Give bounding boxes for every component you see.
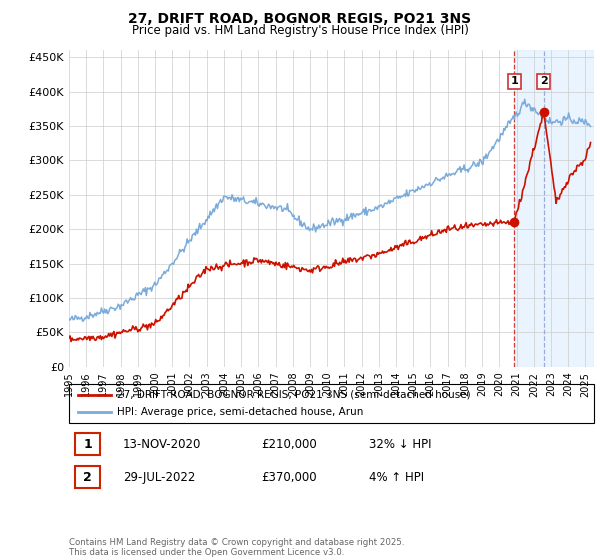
Text: £370,000: £370,000 <box>261 470 317 484</box>
Text: 27, DRIFT ROAD, BOGNOR REGIS, PO21 3NS (semi-detached house): 27, DRIFT ROAD, BOGNOR REGIS, PO21 3NS (… <box>117 390 470 400</box>
Text: 2: 2 <box>539 76 547 86</box>
Text: HPI: Average price, semi-detached house, Arun: HPI: Average price, semi-detached house,… <box>117 407 364 417</box>
Text: Contains HM Land Registry data © Crown copyright and database right 2025.
This d: Contains HM Land Registry data © Crown c… <box>69 538 404 557</box>
Text: 1: 1 <box>511 76 518 86</box>
Bar <box>514 50 594 367</box>
Text: Price paid vs. HM Land Registry's House Price Index (HPI): Price paid vs. HM Land Registry's House … <box>131 24 469 36</box>
Text: 13-NOV-2020: 13-NOV-2020 <box>123 437 202 451</box>
Text: 27, DRIFT ROAD, BOGNOR REGIS, PO21 3NS: 27, DRIFT ROAD, BOGNOR REGIS, PO21 3NS <box>128 12 472 26</box>
Text: 1: 1 <box>83 437 92 451</box>
Text: 2: 2 <box>83 470 92 484</box>
Text: 32% ↓ HPI: 32% ↓ HPI <box>369 437 431 451</box>
Text: 29-JUL-2022: 29-JUL-2022 <box>123 470 196 484</box>
Text: 4% ↑ HPI: 4% ↑ HPI <box>369 470 424 484</box>
Text: £210,000: £210,000 <box>261 437 317 451</box>
